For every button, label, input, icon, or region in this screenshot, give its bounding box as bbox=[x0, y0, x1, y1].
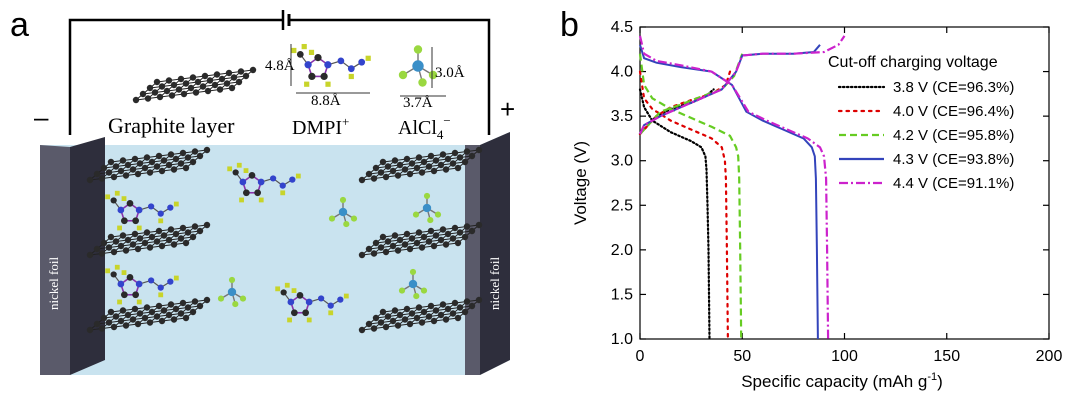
left-nickel-foil bbox=[40, 145, 70, 375]
plus-sign: + bbox=[500, 94, 515, 124]
y-tick-label: 1.0 bbox=[611, 331, 633, 348]
alcl4-molecule-icon bbox=[398, 45, 438, 87]
alcl4-label: AlCl4− bbox=[398, 113, 451, 142]
dmpi-ion-intercalated-2 bbox=[105, 264, 179, 305]
alcl4-ion-intercalated-2 bbox=[398, 268, 428, 300]
cell-contents bbox=[86, 146, 483, 334]
graphite-layer-left-3 bbox=[86, 296, 211, 334]
legend-entry-1: 3.8 V (CE=96.3%) bbox=[893, 79, 1014, 96]
dmpi-ion-electrolyte-2 bbox=[275, 282, 349, 323]
chart-axes: 0 50 100 150 200 1.0 1.5 2.0 2.5 3.0 3.5 4.0 4.5 bbox=[611, 19, 1063, 365]
legend-title: Cut-off charging voltage bbox=[828, 54, 998, 71]
series-3-discharge-curve bbox=[638, 53, 743, 340]
graphite-sheet-legend bbox=[132, 66, 257, 104]
y-tick-label: 4.0 bbox=[611, 64, 633, 81]
y-tick-label: 2.0 bbox=[611, 242, 633, 259]
x-tick-label: 200 bbox=[1036, 348, 1063, 365]
y-axis-label: Voltage (V) bbox=[571, 141, 590, 225]
series-4 bbox=[639, 44, 821, 340]
series-1-discharge-curve bbox=[638, 88, 711, 341]
panel-a-label: a bbox=[10, 6, 29, 44]
dmpi-label: DMPI+ bbox=[292, 114, 349, 139]
panel-a-schematic: a – + Graphite layer DMPI+ 4.8Å 8.8Å AlC… bbox=[10, 6, 515, 375]
alcl4-width-dim: 3.7Å bbox=[403, 95, 433, 111]
y-tick-label: 3.5 bbox=[611, 108, 633, 125]
graphite-layer-right-1 bbox=[358, 146, 483, 184]
alcl4-ion-electrolyte-2 bbox=[217, 276, 247, 308]
right-foil-label: nickel foil bbox=[487, 257, 502, 310]
series-4-discharge-curve bbox=[639, 44, 819, 340]
chart-legend: 3.8 V (CE=96.3%) 4.0 V (CE=96.4%) 4.2 V (C… bbox=[837, 79, 1014, 192]
graphite-layer-left-2 bbox=[86, 221, 211, 259]
circuit-wire-left bbox=[68, 18, 283, 135]
x-tick-label: 0 bbox=[636, 348, 645, 365]
graphite-label: Graphite layer bbox=[108, 113, 235, 138]
dmpi-height-dim: 4.8Å bbox=[265, 58, 295, 74]
y-tick-label: 1.5 bbox=[611, 286, 633, 303]
x-tick-label: 150 bbox=[933, 348, 960, 365]
alcl4-ion-intercalated-1 bbox=[412, 192, 442, 224]
series-1 bbox=[638, 88, 715, 341]
right-nickel-foil-edge bbox=[465, 145, 480, 375]
graphite-layer-left-1 bbox=[86, 146, 211, 184]
dmpi-width-dim: 8.8Å bbox=[311, 93, 341, 109]
electrolyte-region bbox=[40, 132, 510, 375]
dmpi-molecule-icon bbox=[291, 43, 371, 87]
graphite-sheet-icon bbox=[132, 66, 257, 104]
circuit-wire-right bbox=[289, 18, 491, 135]
right-nickel-foil bbox=[480, 132, 510, 375]
series-4-charge-curve bbox=[639, 44, 821, 135]
alcl4-height-dim: 3.0Å bbox=[435, 65, 465, 81]
graphite-layer-right-2 bbox=[358, 221, 483, 259]
series-2-discharge-curve bbox=[638, 70, 729, 341]
minus-sign: – bbox=[34, 102, 49, 132]
x-tick-label: 100 bbox=[831, 348, 858, 365]
series-5 bbox=[638, 35, 846, 340]
legend-entry-5: 4.4 V (CE=91.1%) bbox=[893, 175, 1014, 192]
panel-b-chart: b 0 50 100 150 200 1.0 1.5 2.0 2.5 3.0 3.5 4.0 4.5 C… bbox=[560, 6, 1062, 391]
alcl4-ion-electrolyte-1 bbox=[328, 196, 358, 228]
chart-curves bbox=[638, 35, 846, 341]
dmpi-molecule-legend bbox=[291, 43, 371, 87]
left-foil-label: nickel foil bbox=[46, 257, 61, 310]
legend-entry-3: 4.2 V (CE=95.8%) bbox=[893, 127, 1014, 144]
graphite-layer-right-3 bbox=[358, 296, 483, 334]
y-tick-label: 4.5 bbox=[611, 19, 633, 36]
series-5-charge-curve bbox=[639, 35, 846, 135]
x-axis-label: Specific capacity (mAh g-1) bbox=[741, 371, 943, 391]
dmpi-ion-intercalated-1 bbox=[105, 190, 179, 231]
x-tick-label: 50 bbox=[733, 348, 751, 365]
y-tick-label: 2.5 bbox=[611, 197, 633, 214]
panel-b-label: b bbox=[560, 6, 579, 44]
y-tick-label: 3.0 bbox=[611, 153, 633, 170]
series-5-discharge-curve bbox=[638, 35, 830, 340]
legend-entry-2: 4.0 V (CE=96.4%) bbox=[893, 103, 1014, 120]
alcl4-molecule-legend bbox=[398, 45, 438, 87]
legend-entry-4: 4.3 V (CE=93.8%) bbox=[893, 151, 1014, 168]
series-2 bbox=[638, 70, 732, 341]
dmpi-ion-electrolyte-1 bbox=[227, 162, 301, 203]
